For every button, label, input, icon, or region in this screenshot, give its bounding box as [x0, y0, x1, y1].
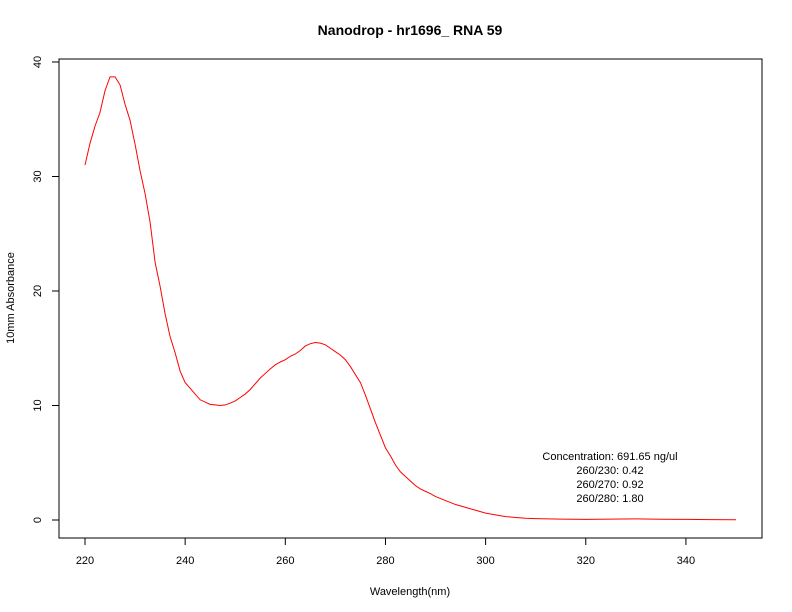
- x-tick-label: 260: [276, 555, 294, 567]
- x-axis: 220 240 260 280 300 320 340: [76, 537, 695, 567]
- x-tick-label: 340: [677, 555, 695, 567]
- y-tick-label: 30: [32, 170, 44, 182]
- annotation-concentration: Concentration: 691.65 ng/ul: [542, 451, 677, 463]
- y-tick-label: 10: [32, 399, 44, 411]
- annotation-ratio-260-230: 260/230: 0.42: [576, 465, 643, 477]
- annotation-box: Concentration: 691.65 ng/ul 260/230: 0.4…: [542, 451, 677, 505]
- chart-title: Nanodrop - hr1696_ RNA 59: [318, 22, 503, 38]
- x-tick-label: 240: [176, 555, 194, 567]
- annotation-ratio-260-280: 260/280: 1.80: [576, 493, 643, 505]
- x-tick-label: 280: [376, 555, 394, 567]
- x-axis-label: Wavelength(nm): [370, 586, 450, 598]
- x-tick-label: 220: [76, 555, 94, 567]
- y-axis: 0 10 20 30 40: [32, 56, 60, 523]
- annotation-ratio-260-270: 260/270: 0.92: [576, 479, 643, 491]
- x-tick-label: 300: [476, 555, 494, 567]
- y-tick-label: 20: [32, 285, 44, 297]
- plot-frame: [58, 58, 763, 539]
- x-tick-label: 320: [577, 555, 595, 567]
- y-axis-label: 10mm Absorbance: [5, 252, 17, 344]
- y-tick-label: 0: [32, 517, 44, 523]
- y-tick-label: 40: [32, 56, 44, 68]
- absorbance-series-line: [84, 76, 737, 521]
